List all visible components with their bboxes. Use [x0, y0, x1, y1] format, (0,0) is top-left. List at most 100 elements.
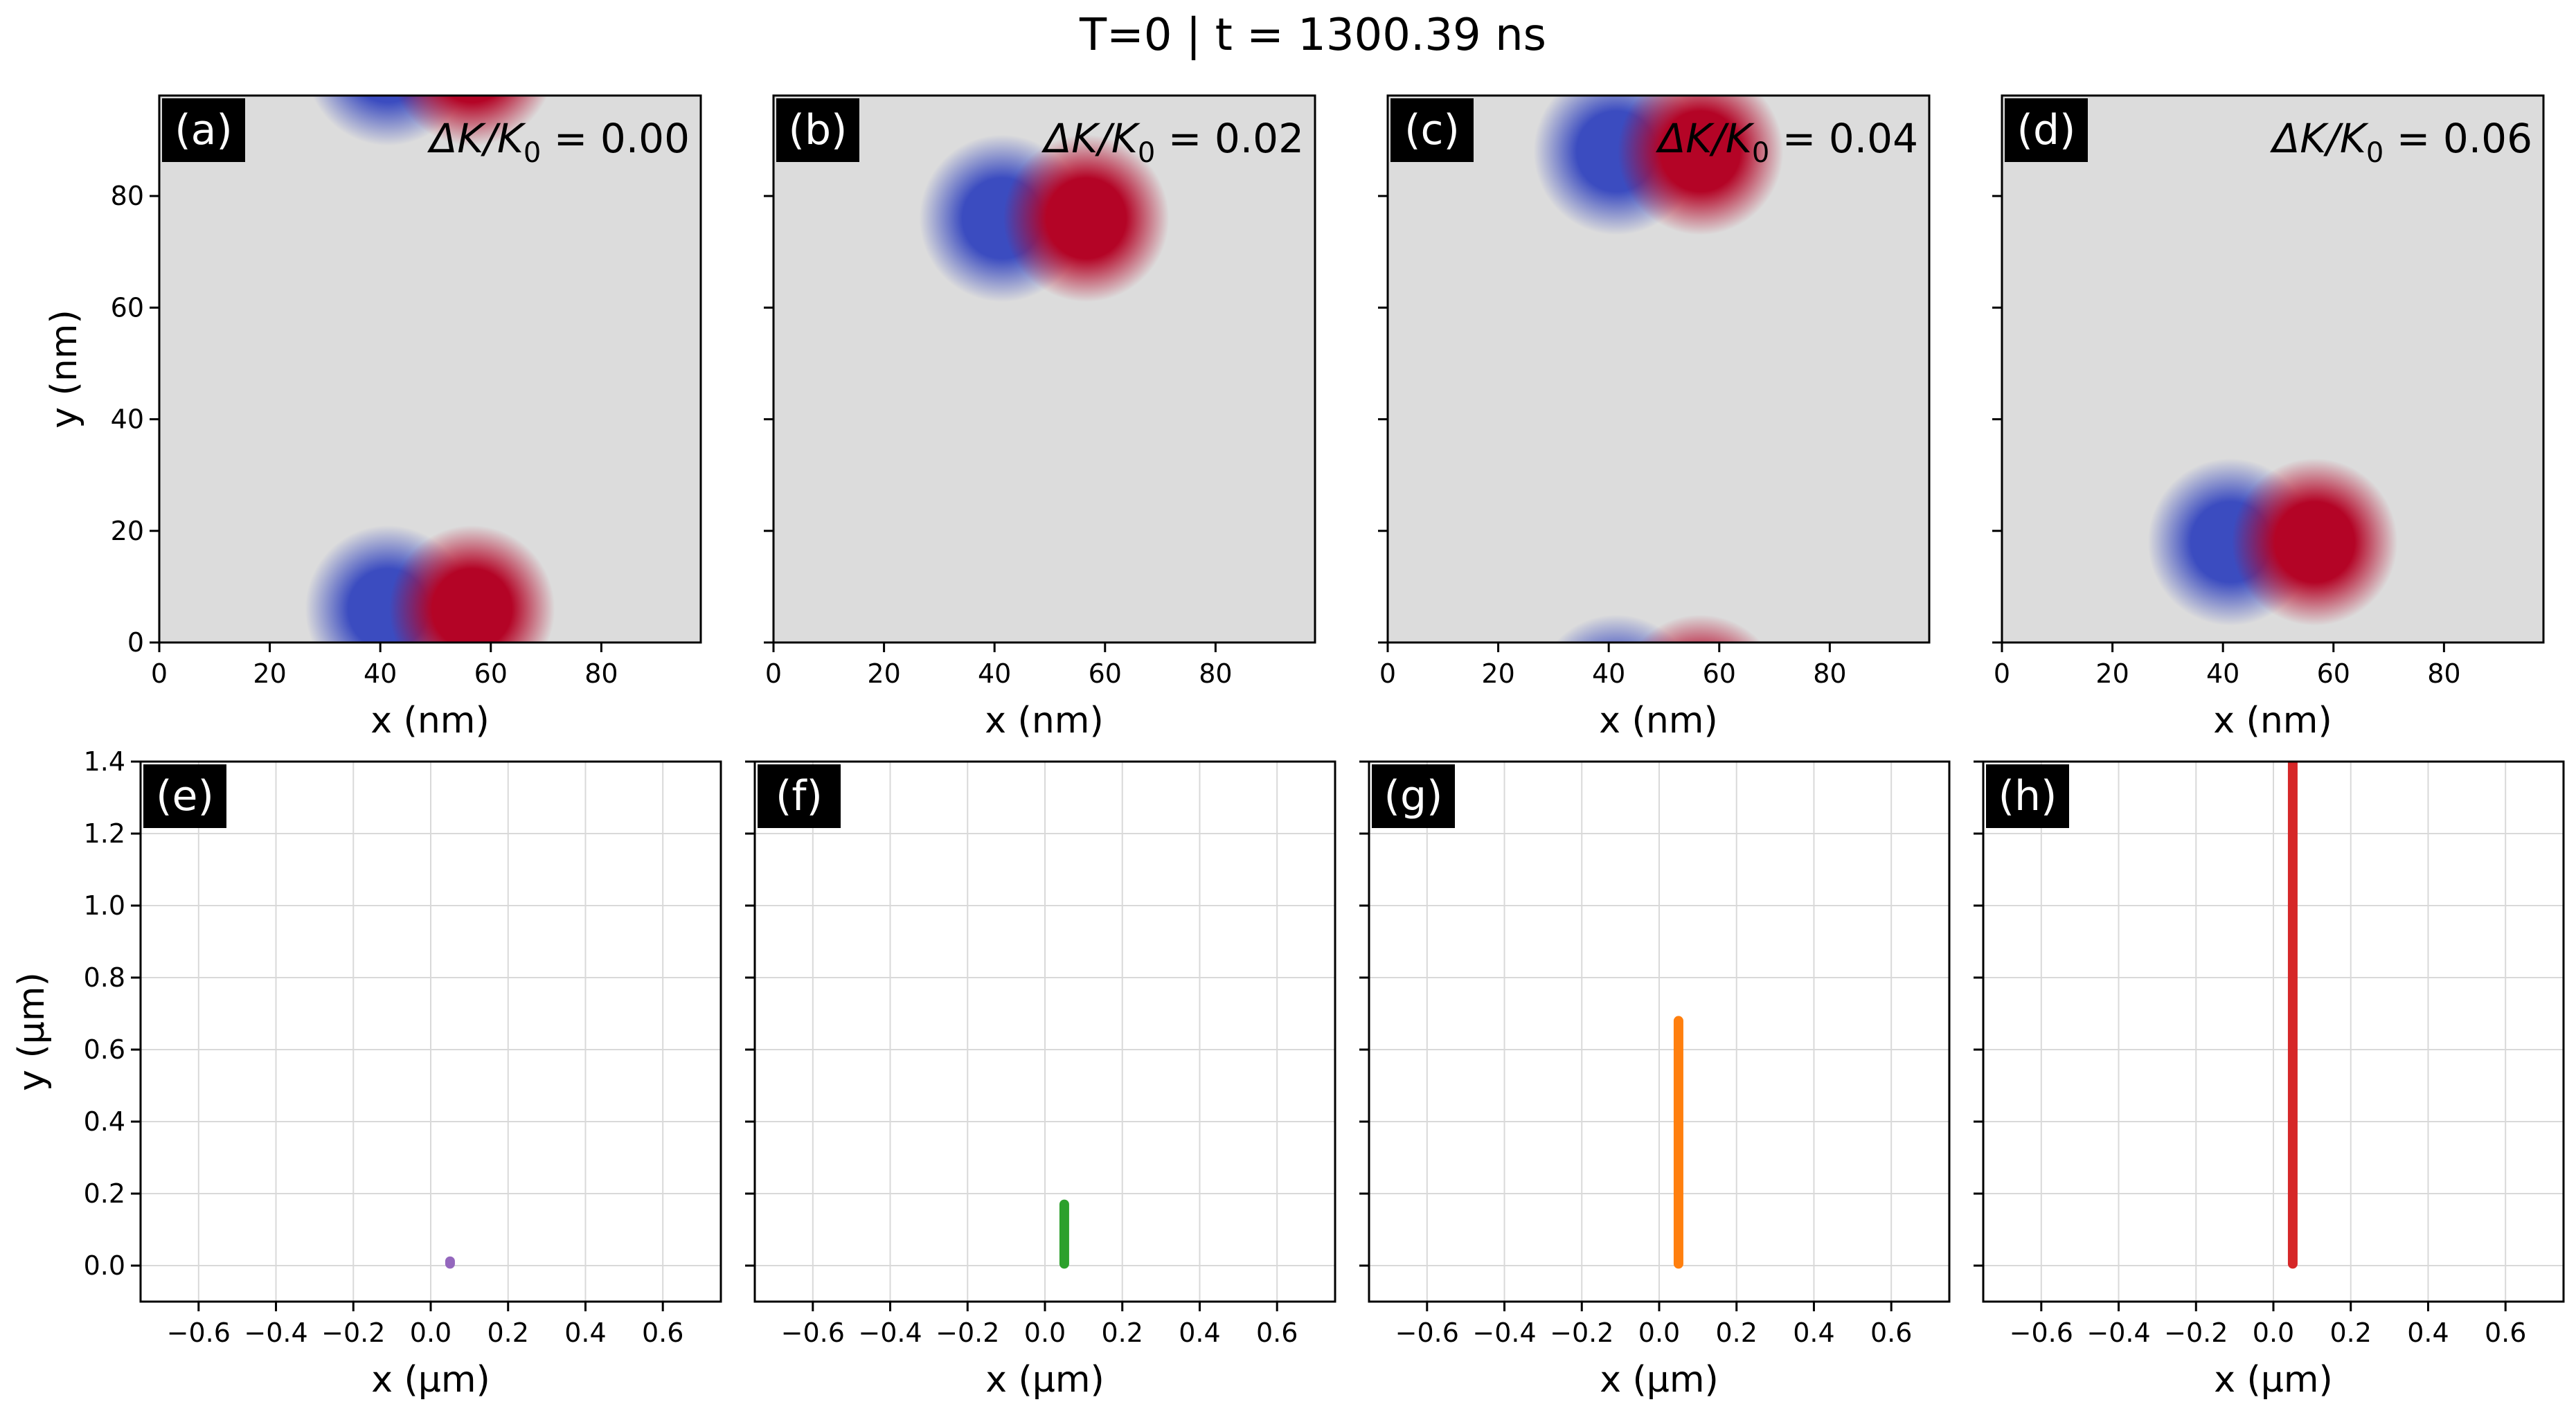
x-tick-label: 20	[2095, 658, 2129, 689]
x-tick-label: 0	[1994, 658, 2010, 689]
panel-e: −0.6 −0.4 −0.2 0.0 0.2 0.4 0.6 0.0 0.2 0.4 0.6 0.8 1…	[11, 746, 722, 1401]
x-tick-label: 0.2	[1102, 1318, 1143, 1348]
panel-tag-box	[2005, 98, 2088, 162]
panel-tag-box	[1986, 764, 2069, 828]
param-subscript: 0	[1752, 137, 1769, 169]
plot-frame	[772, 94, 1316, 644]
plot-content	[1983, 762, 2564, 1302]
panel-tag-box	[143, 764, 226, 828]
x-tick-label: 0.2	[488, 1318, 529, 1348]
skyrmion-red-lobe	[1617, 96, 1784, 235]
plot-content	[2147, 458, 2398, 626]
skyrmion-red-lobe	[2231, 458, 2398, 626]
x-tick-label: 0.4	[1179, 1318, 1220, 1348]
x-tick-label: 0	[765, 658, 782, 689]
plot-content	[755, 762, 1335, 1302]
x-tick-label: −0.2	[1550, 1318, 1613, 1348]
x-tick-label: 40	[364, 658, 397, 689]
plot-content	[1533, 96, 1784, 642]
plot-frame	[2001, 94, 2545, 644]
plot-content	[1369, 762, 1949, 1302]
param-symbol: ΔK/K	[1041, 115, 1141, 162]
x-tick-label: 0.6	[642, 1318, 683, 1348]
x-tick-label: 0.6	[1870, 1318, 1912, 1348]
panel-tag-box	[758, 764, 841, 828]
y-tick-label: 40	[111, 404, 144, 435]
panel-c: 0 20 40 60 80x (nm)(c) ΔK/K0 = 0.04	[1378, 94, 1931, 742]
x-tick-label: −0.6	[1395, 1318, 1459, 1348]
panel-tag: (h)	[1998, 772, 2057, 820]
x-axis-label: x (nm)	[2213, 700, 2332, 742]
panel-tag-box	[776, 98, 859, 162]
x-tick-label: 0.4	[2407, 1318, 2449, 1348]
x-tick-label: 40	[978, 658, 1011, 689]
x-tick-label: 60	[474, 658, 508, 689]
x-tick-label: 40	[2206, 658, 2239, 689]
x-tick-label: 60	[1703, 658, 1736, 689]
panel-d: 0 20 40 60 80x (nm)(d) ΔK/K0 = 0.06	[1992, 94, 2545, 742]
panel-tag: (a)	[175, 106, 233, 154]
plot-content	[141, 762, 721, 1302]
param-annotation: ΔK/K0 = 0.04	[1656, 115, 1918, 169]
x-tick-label: −0.4	[1472, 1318, 1536, 1348]
y-tick-label: 80	[111, 181, 144, 211]
x-axis-label: x (μm)	[371, 1359, 490, 1401]
panel-tag: (b)	[789, 106, 848, 154]
panel-tag: (d)	[2017, 106, 2076, 154]
panel-tag-box	[1390, 98, 1474, 162]
x-tick-label: 80	[1199, 658, 1232, 689]
x-axis-label: x (nm)	[370, 700, 490, 742]
param-annotation: ΔK/K0 = 0.06	[2270, 115, 2532, 169]
y-tick-label: 20	[111, 516, 144, 546]
x-tick-label: 20	[867, 658, 900, 689]
panel-tag: (e)	[156, 772, 214, 820]
y-tick-label: 1.2	[84, 818, 125, 849]
y-tick-label: 0.0	[84, 1250, 125, 1281]
x-tick-label: 0.2	[1716, 1318, 1757, 1348]
panel-tag-box	[162, 98, 245, 162]
panel-tag: (c)	[1404, 106, 1460, 154]
x-tick-label: −0.2	[936, 1318, 999, 1348]
plot-frame	[1386, 94, 1931, 644]
param-value: = 0.04	[1769, 115, 1918, 162]
x-axis-label: x (nm)	[985, 700, 1104, 742]
param-symbol: ΔK/K	[427, 115, 526, 162]
figure-title: T=0 | t = 1300.39 ns	[1079, 10, 1546, 61]
x-tick-label: 80	[1813, 658, 1846, 689]
y-tick-label: 0.8	[84, 962, 125, 993]
panel-tag: (f)	[776, 772, 823, 820]
x-tick-label: 0.4	[1793, 1318, 1834, 1348]
y-tick-label: 60	[111, 292, 144, 323]
x-tick-label: −0.6	[167, 1318, 231, 1348]
param-subscript: 0	[2366, 137, 2383, 169]
y-axis-label: y (μm)	[11, 972, 53, 1091]
plot-frame	[158, 94, 702, 644]
x-tick-label: −0.6	[781, 1318, 845, 1348]
panel-h: −0.6 −0.4 −0.2 0.0 0.2 0.4 0.6 x (μm) (h)	[1974, 760, 2565, 1401]
param-symbol: ΔK/K	[1656, 115, 1755, 162]
y-tick-label: 0	[127, 627, 144, 658]
plot-content	[305, 96, 555, 642]
x-tick-label: −0.4	[2086, 1318, 2150, 1348]
x-axis-label: x (μm)	[1600, 1359, 1719, 1401]
x-tick-label: 0.0	[1024, 1318, 1066, 1348]
param-value: = 0.02	[1155, 115, 1304, 162]
x-tick-label: −0.2	[321, 1318, 385, 1348]
skyrmion-red-lobe	[1003, 134, 1170, 303]
y-axis-label: y (nm)	[44, 309, 85, 429]
param-value: = 0.00	[541, 115, 690, 162]
x-tick-label: 0	[151, 658, 168, 689]
x-tick-label: 0.2	[2330, 1318, 2372, 1348]
panel-tag-box	[1372, 764, 1455, 828]
plot-content	[919, 134, 1170, 303]
y-tick-label: 1.4	[84, 746, 125, 777]
x-tick-label: 0.6	[2485, 1318, 2526, 1348]
param-annotation: ΔK/K0 = 0.00	[427, 115, 690, 169]
x-tick-label: −0.2	[2164, 1318, 2228, 1348]
panel-tag: (g)	[1384, 772, 1443, 820]
x-tick-label: −0.6	[2010, 1318, 2073, 1348]
param-subscript: 0	[524, 137, 541, 169]
